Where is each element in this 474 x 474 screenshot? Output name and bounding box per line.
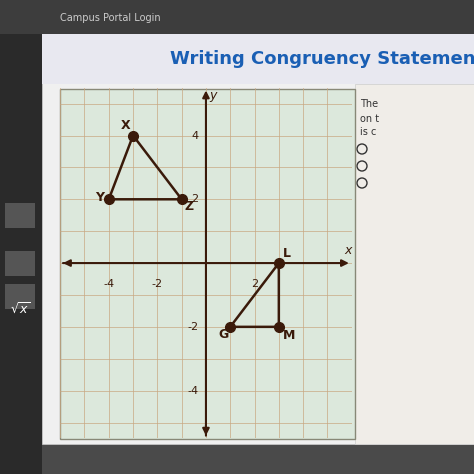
Text: 2: 2 — [251, 279, 258, 289]
Text: $\sqrt{x}$: $\sqrt{x}$ — [10, 302, 30, 317]
Bar — [355, 84, 474, 444]
Text: Y: Y — [95, 191, 104, 204]
Text: Writing Congruency Statements: Writing Congruency Statements — [170, 50, 474, 68]
Text: x: x — [345, 244, 352, 256]
Text: The: The — [360, 99, 378, 109]
Bar — [42, 34, 474, 444]
Text: on t: on t — [360, 114, 379, 124]
Bar — [42, 34, 474, 84]
Text: 2: 2 — [191, 194, 199, 204]
Text: -4: -4 — [188, 386, 199, 396]
Bar — [0, 0, 474, 34]
Text: L: L — [283, 247, 291, 260]
Bar — [0, 34, 42, 474]
Text: -2: -2 — [152, 279, 163, 289]
Text: Z: Z — [184, 201, 193, 213]
Text: -4: -4 — [103, 279, 114, 289]
Text: Campus Portal Login: Campus Portal Login — [60, 13, 161, 23]
Text: -2: -2 — [188, 322, 199, 332]
Text: 4: 4 — [191, 130, 199, 140]
Bar — [5, 251, 35, 276]
Text: is c: is c — [360, 127, 376, 137]
Text: G: G — [218, 328, 228, 341]
Bar — [5, 284, 35, 309]
Bar — [5, 203, 35, 228]
Text: X: X — [121, 119, 130, 132]
Text: y: y — [210, 89, 217, 102]
Bar — [60, 89, 355, 439]
Text: M: M — [283, 329, 295, 342]
